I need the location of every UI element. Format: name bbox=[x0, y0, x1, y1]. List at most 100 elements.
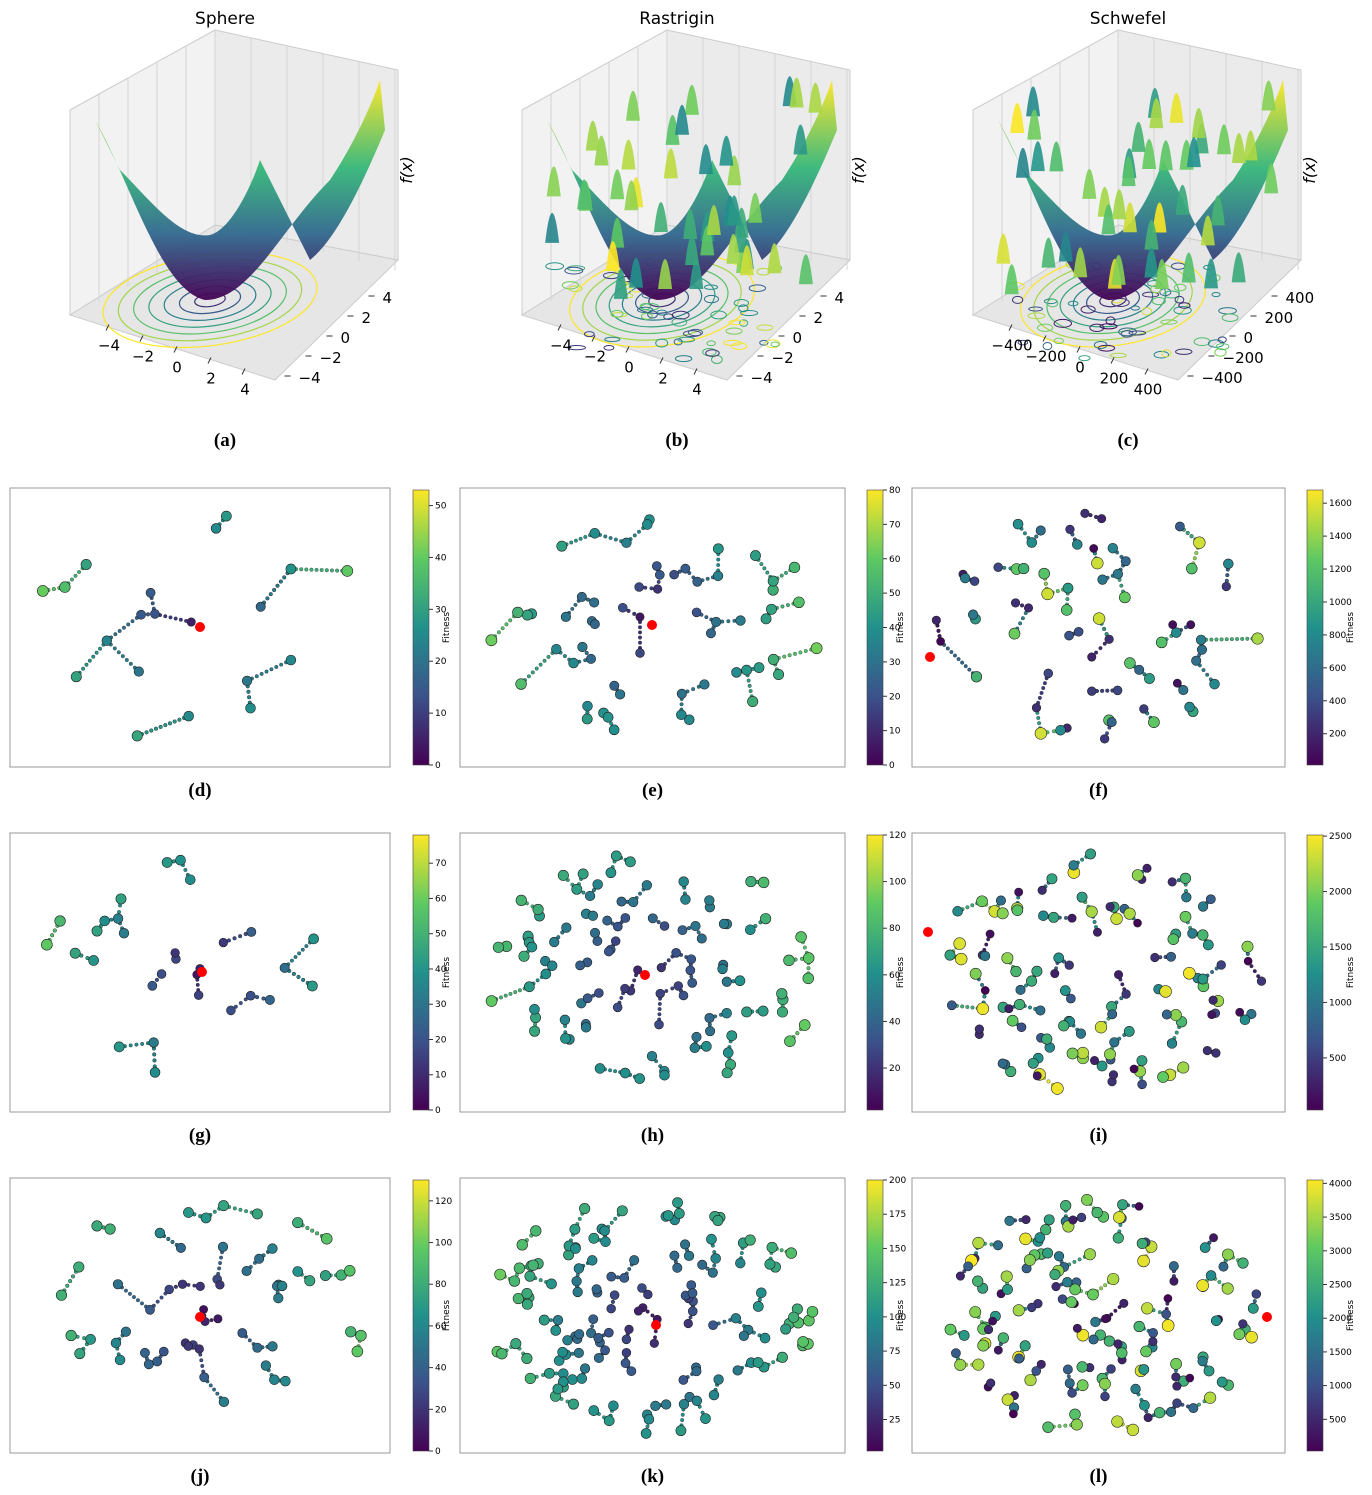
node bbox=[618, 603, 627, 612]
edge-dot bbox=[217, 1267, 221, 1271]
node bbox=[497, 1348, 508, 1359]
node bbox=[1066, 525, 1075, 534]
node bbox=[606, 868, 616, 878]
colorbar-label: Fitness bbox=[896, 957, 906, 988]
node bbox=[115, 1355, 125, 1365]
node bbox=[758, 877, 769, 888]
node bbox=[735, 1258, 745, 1268]
node bbox=[1189, 1403, 1198, 1412]
node bbox=[1117, 1199, 1127, 1209]
node bbox=[594, 1333, 603, 1342]
node bbox=[1097, 514, 1105, 522]
colorbar-tick-label: 175 bbox=[889, 1210, 906, 1220]
edge-dot bbox=[1240, 637, 1244, 641]
node bbox=[954, 938, 966, 950]
node bbox=[342, 565, 353, 576]
edge-dot bbox=[129, 1044, 133, 1048]
node bbox=[246, 703, 256, 713]
node bbox=[1119, 592, 1130, 603]
edge-dot bbox=[199, 1358, 203, 1362]
edge-dot bbox=[74, 574, 78, 578]
node bbox=[102, 636, 112, 646]
node bbox=[1011, 599, 1020, 608]
node bbox=[551, 644, 561, 654]
node bbox=[1071, 1419, 1082, 1430]
plot-frame bbox=[912, 833, 1285, 1112]
node bbox=[1060, 986, 1070, 996]
colorbar-tick-label: 10 bbox=[435, 1071, 447, 1081]
edge-dot bbox=[233, 1207, 237, 1211]
edge-dot bbox=[964, 664, 968, 668]
colorbar-tick-label: 40 bbox=[889, 1017, 901, 1027]
optimum bbox=[195, 1312, 205, 1322]
edge-dot bbox=[508, 619, 512, 623]
node bbox=[529, 1004, 539, 1014]
colorbar bbox=[413, 1180, 429, 1451]
edge-dot bbox=[126, 623, 130, 627]
colorbar-tick-label: 400 bbox=[1329, 697, 1346, 707]
edge-dot bbox=[210, 1318, 214, 1322]
node bbox=[1134, 1321, 1145, 1332]
node bbox=[1211, 1316, 1221, 1326]
edge-dot bbox=[646, 1425, 650, 1429]
node bbox=[970, 577, 979, 586]
node bbox=[1001, 1271, 1012, 1282]
node bbox=[530, 1226, 541, 1237]
node bbox=[1108, 543, 1118, 553]
node bbox=[945, 1324, 956, 1335]
edge-dot bbox=[1210, 638, 1214, 642]
edge-dot bbox=[310, 1229, 314, 1233]
edge-dot bbox=[178, 718, 182, 722]
node bbox=[37, 585, 48, 596]
x-tick-label: −4 bbox=[98, 337, 120, 355]
edge-dot bbox=[153, 1059, 157, 1063]
node bbox=[344, 1265, 355, 1276]
node bbox=[589, 1233, 599, 1243]
node bbox=[1169, 1261, 1178, 1270]
edge-dot bbox=[1028, 1006, 1032, 1010]
edge-dot bbox=[113, 647, 117, 651]
node bbox=[74, 1262, 84, 1272]
node bbox=[150, 609, 159, 618]
node bbox=[493, 942, 504, 953]
edge-dot bbox=[239, 1001, 243, 1005]
y-tick-label: 400 bbox=[1286, 289, 1315, 307]
node bbox=[577, 1374, 587, 1384]
colorbar-tick-label: 600 bbox=[1329, 664, 1346, 674]
edge-dot bbox=[294, 955, 298, 959]
node bbox=[1054, 1251, 1064, 1261]
node bbox=[254, 1254, 263, 1263]
edge-dot bbox=[255, 674, 259, 678]
node bbox=[1025, 1374, 1036, 1385]
node bbox=[1257, 977, 1266, 986]
node bbox=[692, 1396, 702, 1406]
node bbox=[242, 676, 252, 686]
node bbox=[1110, 1038, 1120, 1048]
node bbox=[978, 1340, 989, 1351]
node bbox=[1073, 1324, 1081, 1332]
node bbox=[1132, 870, 1143, 881]
node bbox=[1113, 1233, 1123, 1243]
edge-dot bbox=[664, 989, 668, 993]
y-tick-label: 4 bbox=[835, 289, 845, 307]
edge-dot bbox=[1218, 1280, 1222, 1284]
edge-dot bbox=[1040, 691, 1044, 695]
node bbox=[345, 1327, 356, 1338]
colorbar-tick-label: 500 bbox=[1329, 1415, 1346, 1425]
node bbox=[1180, 873, 1191, 884]
node bbox=[1005, 1216, 1015, 1226]
node bbox=[178, 1280, 187, 1289]
node bbox=[571, 1244, 581, 1254]
node bbox=[1222, 582, 1231, 591]
colorbar-tick-label: 2000 bbox=[1329, 888, 1352, 898]
colorbar-tick-label: 100 bbox=[889, 878, 906, 888]
node bbox=[569, 658, 579, 668]
edge-dot bbox=[970, 903, 974, 907]
edge-dot bbox=[627, 1267, 631, 1271]
colorbar-tick-label: 2500 bbox=[1329, 1280, 1352, 1290]
node bbox=[1070, 1284, 1081, 1295]
edge-dot bbox=[667, 958, 671, 962]
node bbox=[970, 968, 981, 979]
node bbox=[1144, 1413, 1152, 1421]
node bbox=[977, 1003, 989, 1015]
